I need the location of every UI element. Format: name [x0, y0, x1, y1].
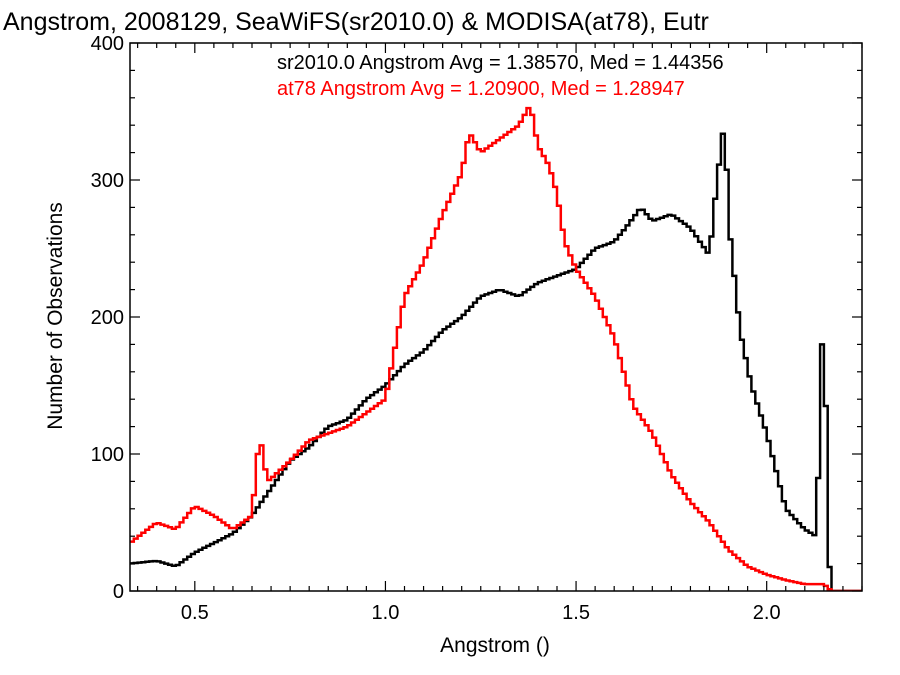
y-axis-label: Number of Observations	[44, 202, 67, 430]
series-1-line	[130, 106, 862, 591]
x-tick-label: 2.0	[753, 602, 781, 624]
x-tick-label: 0.5	[181, 602, 209, 624]
at78-stats-annotation: at78 Angstrom Avg = 1.20900, Med = 1.289…	[277, 78, 685, 100]
y-tick-label: 0	[113, 581, 124, 603]
y-tick-label: 100	[91, 444, 124, 466]
y-tick-label: 200	[91, 307, 124, 329]
x-axis-label: Angstrom ()	[440, 634, 550, 657]
axes-layer	[129, 42, 863, 592]
x-tick-label: 1.0	[372, 602, 400, 624]
plot-frame	[129, 42, 863, 592]
tick-layer: 0.5 1.0 1.5 2.0 0 100 200 300 400	[91, 33, 863, 624]
sr2010-stats-annotation: sr2010.0 Angstrom Avg = 1.38570, Med = 1…	[277, 52, 724, 74]
y-tick-label: 400	[91, 33, 124, 55]
chart-title: Angstrom, 2008129, SeaWiFS(sr2010.0) & M…	[3, 8, 709, 36]
y-tick-label: 300	[91, 170, 124, 192]
x-tick-label: 1.5	[562, 602, 590, 624]
series-layer	[130, 106, 862, 591]
